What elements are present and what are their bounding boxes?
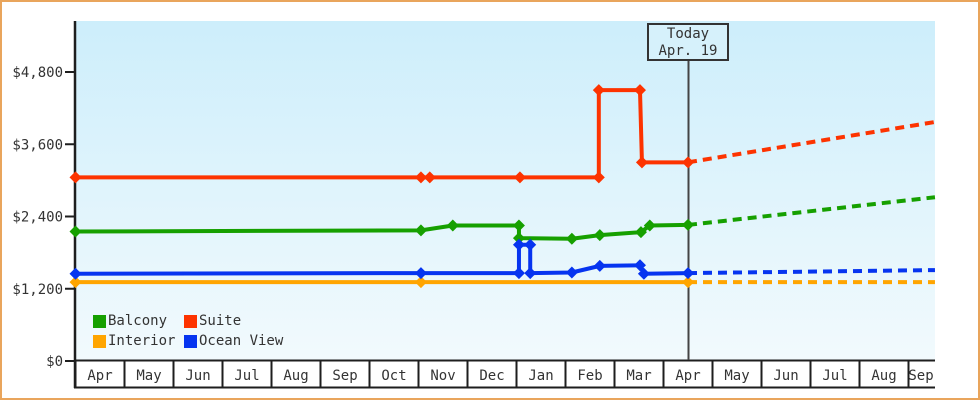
month-label: Sep [908, 368, 933, 384]
month-label: Jun [773, 368, 798, 384]
balcony-swatch-icon [93, 314, 106, 328]
month-label: Sep [332, 368, 357, 384]
month-label: Feb [577, 368, 602, 384]
month-label: Apr [87, 368, 112, 384]
y-tick-label: $0 [46, 354, 63, 370]
month-label: May [136, 368, 161, 384]
suite-line [73, 88, 690, 180]
legend-label-balcony: Balcony [108, 313, 168, 329]
month-label: Nov [430, 368, 455, 384]
legend-item-balcony: Balcony [93, 313, 168, 329]
y-tick-label: $2,400 [12, 210, 63, 226]
month-label: Dec [479, 368, 504, 384]
suite-swatch-icon [184, 314, 197, 328]
month-label: Oct [381, 368, 406, 384]
legend-item-ocean-view: Ocean View [184, 333, 284, 349]
y-tick-label: $4,800 [12, 65, 63, 81]
balcony-line [73, 222, 690, 241]
legend-label-ocean-view: Ocean View [199, 333, 284, 349]
suite-forecast-line [687, 119, 936, 165]
month-label: Jan [528, 368, 553, 384]
legend-item-interior: Interior [93, 333, 176, 349]
y-axis-ticks [65, 71, 74, 362]
month-label: Aug [283, 368, 308, 384]
month-label: Aug [871, 368, 896, 384]
interior-swatch-icon [93, 334, 106, 348]
balcony-forecast-line [687, 195, 936, 227]
month-label: Jul [234, 368, 259, 384]
month-label: Apr [675, 368, 700, 384]
month-label: Mar [626, 368, 651, 384]
legend-label-suite: Suite [199, 313, 242, 329]
ocean-view-forecast-line [687, 268, 935, 276]
y-tick-label: $1,200 [12, 282, 63, 298]
ocean-view-swatch-icon [184, 334, 197, 348]
plot-background [76, 21, 935, 361]
month-label: Jun [185, 368, 210, 384]
today-flag-line2: Apr. 19 [658, 43, 718, 59]
month-label: May [724, 368, 749, 384]
legend-label-interior: Interior [108, 333, 176, 349]
ocean-view-line [73, 242, 690, 276]
today-flag-line1: Today [666, 26, 710, 42]
y-tick-label: $3,600 [12, 137, 63, 153]
legend-item-suite: Suite [184, 313, 242, 329]
today-flag: Today Apr. 19 [647, 23, 729, 61]
month-label: Jul [822, 368, 847, 384]
